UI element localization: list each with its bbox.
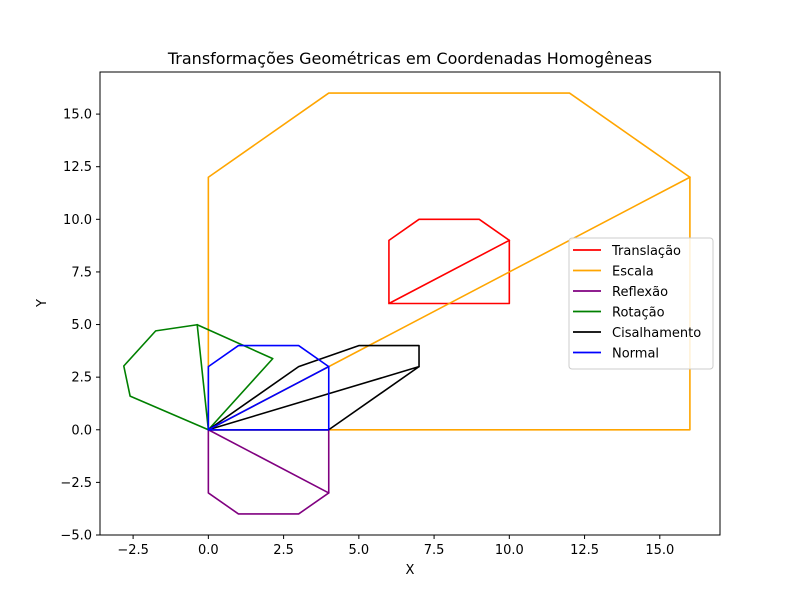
axes-frame [99, 71, 721, 536]
y-tick-label: 15.0 [63, 108, 92, 123]
legend-label-rotacao: Rotação [612, 306, 665, 321]
x-axis-label: X [406, 563, 415, 578]
x-tick-label: −2.5 [117, 543, 149, 558]
x-tick-label: 15.0 [645, 543, 674, 558]
x-tick-label: 2.5 [273, 543, 294, 558]
x-tick-label: 12.5 [570, 543, 599, 558]
y-tick-label: −5.0 [60, 529, 92, 544]
chart-title: Transformações Geométricas em Coordenada… [167, 49, 652, 68]
legend-label-normal: Normal [612, 347, 659, 362]
ticks-layer: −2.5 0.0 2.5 5.0 7.5 10.0 12.5 15.0 −5.0 −2.5 0.0 2… [60, 108, 674, 558]
legend-label-cisalhamento: Cisalhamento [612, 326, 701, 341]
series-line-translacao [388, 218, 511, 305]
y-tick-label: 7.5 [71, 265, 92, 280]
y-tick-label: 10.0 [63, 213, 92, 228]
series-line-rotacao [122, 323, 274, 431]
legend-label-escala: Escala [612, 265, 654, 280]
x-tick-label: 10.0 [495, 543, 524, 558]
legend-label-translacao: Translação [611, 244, 681, 259]
x-tick-label: 5.0 [348, 543, 369, 558]
y-axis-label: Y [35, 299, 50, 308]
series-line-cisalhamento [207, 344, 421, 431]
legend-label-reflexao: Reflexão [612, 285, 668, 300]
legend-box [568, 237, 714, 370]
series-line-reflexao [207, 428, 330, 515]
y-tick-label: 12.5 [63, 160, 92, 175]
y-tick-label: 5.0 [71, 318, 92, 333]
x-tick-label: 0.0 [198, 543, 219, 558]
legend: Translação Escala Reflexão Rotação Cisalhame… [568, 237, 714, 370]
y-tick-label: −2.5 [60, 476, 92, 491]
series-line-normal [207, 344, 330, 431]
series-layer [122, 92, 691, 515]
x-tick-label: 7.5 [424, 543, 445, 558]
y-tick-label: 2.5 [71, 371, 92, 386]
y-tick-label: 0.0 [71, 423, 92, 438]
